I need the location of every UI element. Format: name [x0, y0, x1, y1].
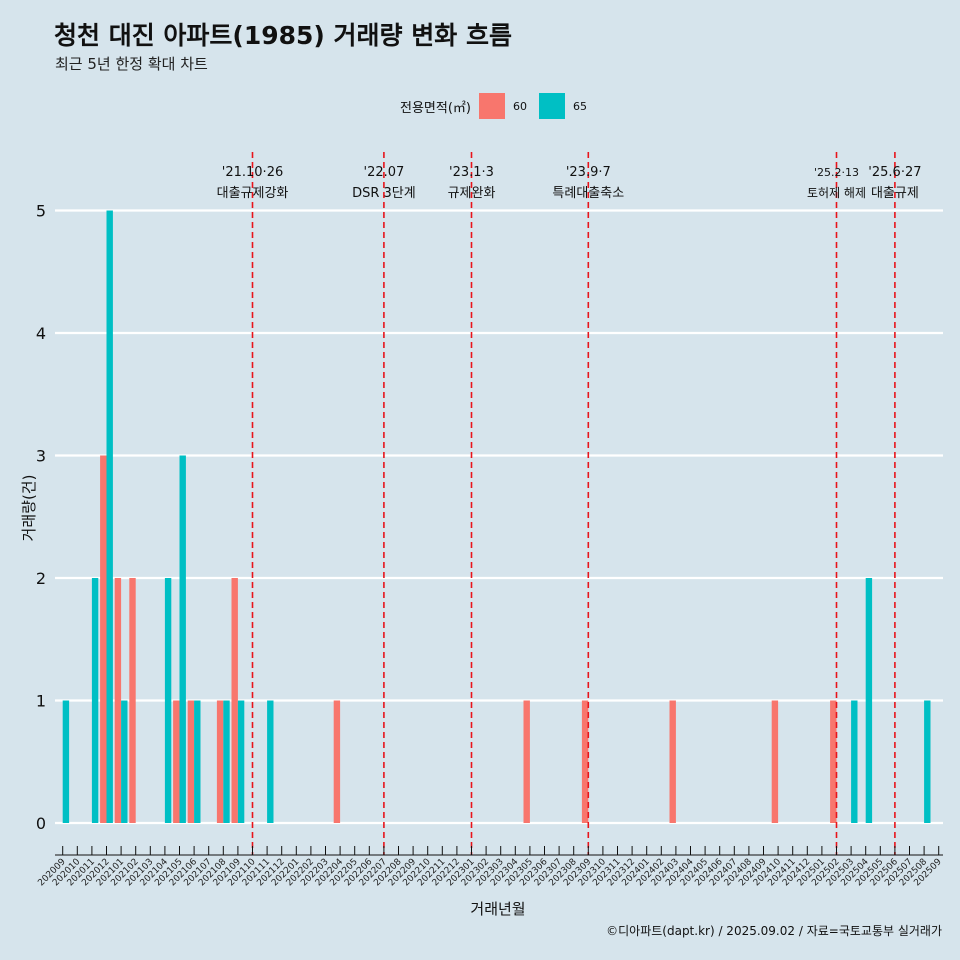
event-date-label: '21.10·26: [222, 165, 283, 180]
grid-layer: 0 1 2 3 4 5: [36, 202, 943, 833]
bar-60-202403: [669, 700, 676, 823]
y-axis-title: 거래량(건): [20, 475, 38, 542]
event-name-label: 특례대출축소: [552, 186, 624, 201]
bar-65-202011: [91, 578, 99, 823]
event-date-label: '25.2·13: [814, 166, 859, 179]
bar-65-202012: [106, 210, 113, 823]
event-name-label: DSR 3단계: [352, 186, 416, 201]
bar-60-202106: [187, 700, 195, 823]
y-tick-label: 1: [36, 692, 46, 711]
bar-60-202305: [523, 700, 530, 823]
legend: 전용면적(㎡) 60 65: [400, 93, 599, 119]
bar-60-202309: [581, 700, 589, 823]
event-date-label: '22.07: [364, 165, 405, 180]
bar-60-202102: [129, 578, 136, 823]
bar-65-202108: [223, 700, 230, 823]
bar-60-202502: [830, 700, 837, 823]
bar-65-202101: [121, 700, 128, 823]
chart-title: 청천 대진 아파트(1985) 거래량 변화 흐름: [54, 21, 512, 50]
event-name-label: 토허제 해제: [807, 186, 866, 200]
chart-subtitle: 최근 5년 한정 확대 차트: [55, 55, 208, 73]
bar-60-202012: [100, 455, 107, 823]
bar-60-202410: [771, 700, 779, 823]
event-name-label: 대출규제: [871, 186, 919, 201]
event-date-label: '25.6·27: [868, 165, 921, 180]
legend-label-65: 65: [572, 99, 587, 113]
event-layer: '21.10·26 대출규제강화 '22.07 DSR 3단계 '23.1·3 규제완화 '…: [217, 152, 922, 855]
axis-layer: 2020092020102020112020122021012021022021…: [36, 846, 944, 888]
legend-title: 전용면적(㎡): [400, 100, 471, 116]
legend-swatch-65: [538, 93, 565, 119]
y-tick-label: 5: [36, 202, 46, 221]
event-date-label: '23.9·7: [566, 165, 611, 180]
bar-60-202101: [114, 578, 122, 823]
bar-60-202109: [231, 578, 238, 823]
y-tick-label: 4: [36, 324, 46, 343]
bar-65-202508: [924, 700, 931, 823]
bar-60-202108: [216, 700, 224, 823]
bar-65-202503: [851, 700, 858, 823]
x-axis-title: 거래년월: [470, 900, 525, 918]
legend-swatch-60: [478, 93, 505, 119]
event-date-label: '23.1·3: [449, 165, 494, 180]
bar-60-202105: [173, 700, 180, 823]
bar-65-202109: [237, 700, 245, 823]
bar-65-202009: [62, 700, 70, 823]
y-tick-label: 2: [36, 569, 46, 588]
bar-65-202106: [194, 700, 201, 823]
bar-65-202111: [267, 700, 274, 823]
y-tick-label: 3: [36, 447, 46, 466]
bar-60-202204: [333, 700, 341, 823]
bar-65-202104: [164, 578, 172, 823]
event-name-label: 대출규제강화: [217, 186, 289, 201]
bar-65-202105: [179, 455, 186, 823]
source-caption: ©디아파트(dapt.kr) / 2025.09.02 / 자료=국토교통부 실…: [606, 924, 942, 938]
y-tick-label: 0: [36, 814, 46, 833]
event-name-label: 규제완화: [448, 186, 496, 201]
legend-label-60: 60: [512, 99, 527, 113]
bar-layer: [62, 210, 931, 823]
bar-65-202504: [865, 578, 873, 823]
